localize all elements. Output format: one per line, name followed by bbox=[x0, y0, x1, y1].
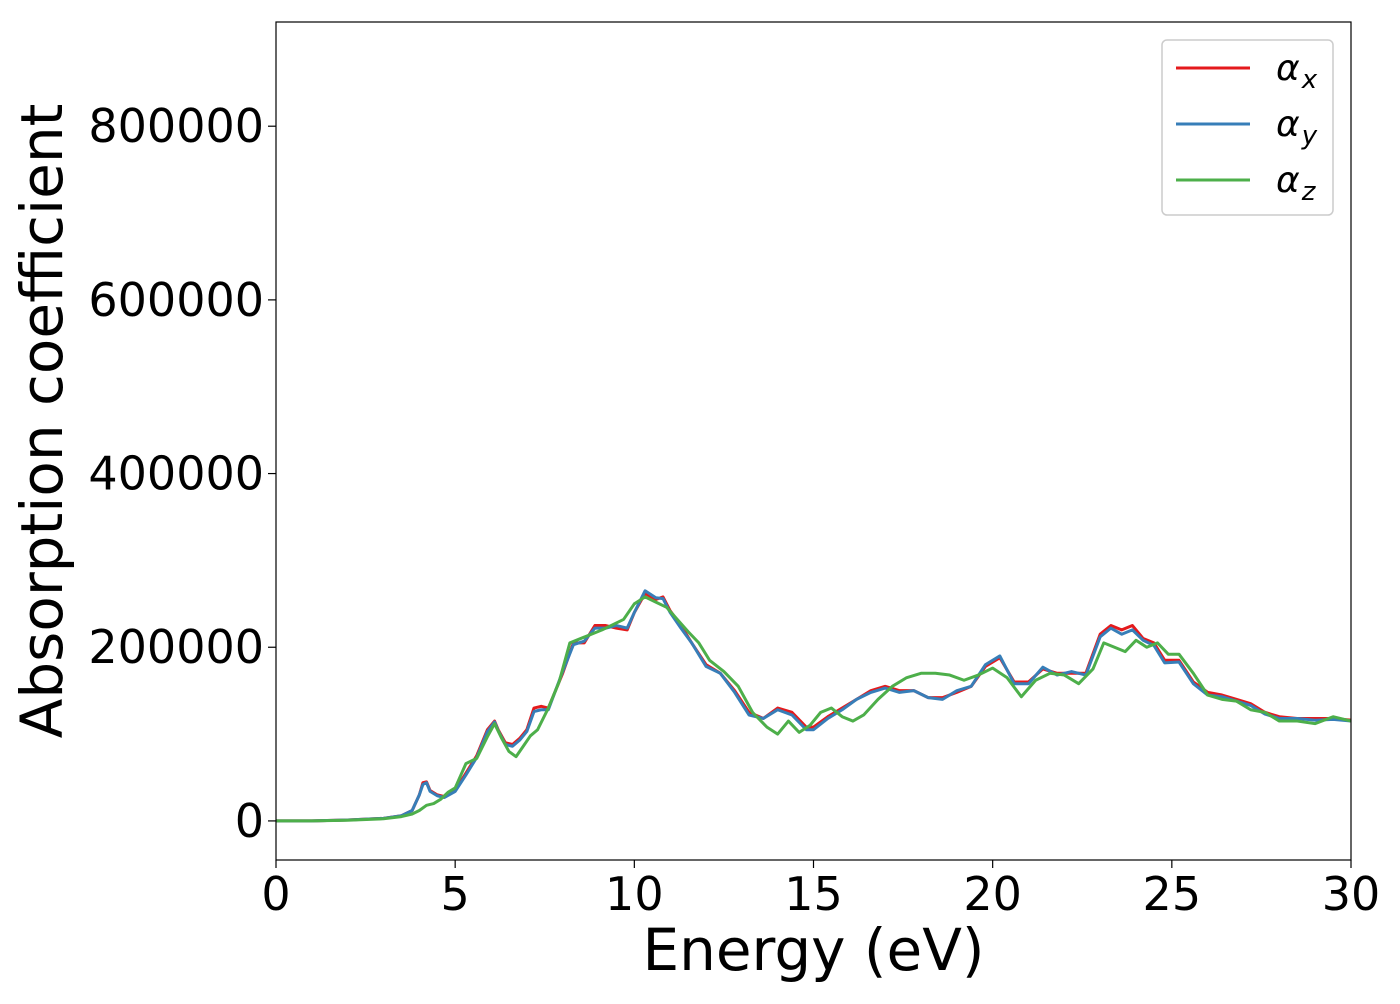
legend-item-x: αx bbox=[1176, 48, 1318, 95]
legend-label-x: αx bbox=[1276, 48, 1318, 95]
x-axis: 0 5 10 15 20 25 30 bbox=[261, 860, 1380, 921]
y-tick-label: 600000 bbox=[88, 273, 264, 327]
y-axis-title: Absorption coefficient bbox=[8, 104, 76, 739]
x-tick-label: 25 bbox=[1143, 867, 1202, 921]
series-line-z bbox=[276, 595, 1351, 823]
legend-label-z: αz bbox=[1276, 160, 1317, 207]
y-tick-label: 400000 bbox=[88, 447, 264, 501]
x-tick-label: 30 bbox=[1322, 867, 1381, 921]
legend-item-y: αy bbox=[1176, 104, 1318, 151]
x-axis-title: Energy (eV) bbox=[642, 916, 984, 984]
x-tick-label: 5 bbox=[441, 867, 470, 921]
legend: αx αy αz bbox=[1161, 39, 1334, 216]
y-tick-label: 800000 bbox=[88, 99, 264, 153]
x-tick-label: 15 bbox=[784, 867, 843, 921]
series-line-y bbox=[276, 589, 1351, 823]
y-axis: 0 200000 400000 600000 800000 bbox=[88, 99, 276, 848]
legend-items: αx αy αz bbox=[1176, 48, 1318, 207]
x-tick-label: 0 bbox=[261, 867, 290, 921]
x-tick-label: 10 bbox=[605, 867, 664, 921]
legend-box bbox=[1161, 39, 1334, 216]
series-layer bbox=[276, 589, 1351, 823]
y-tick-label: 0 bbox=[235, 794, 264, 848]
legend-item-z: αz bbox=[1176, 160, 1317, 207]
series-line-x bbox=[276, 591, 1351, 823]
legend-label-y: αy bbox=[1276, 104, 1318, 151]
y-tick-label: 200000 bbox=[88, 620, 264, 674]
x-tick-label: 20 bbox=[963, 867, 1022, 921]
